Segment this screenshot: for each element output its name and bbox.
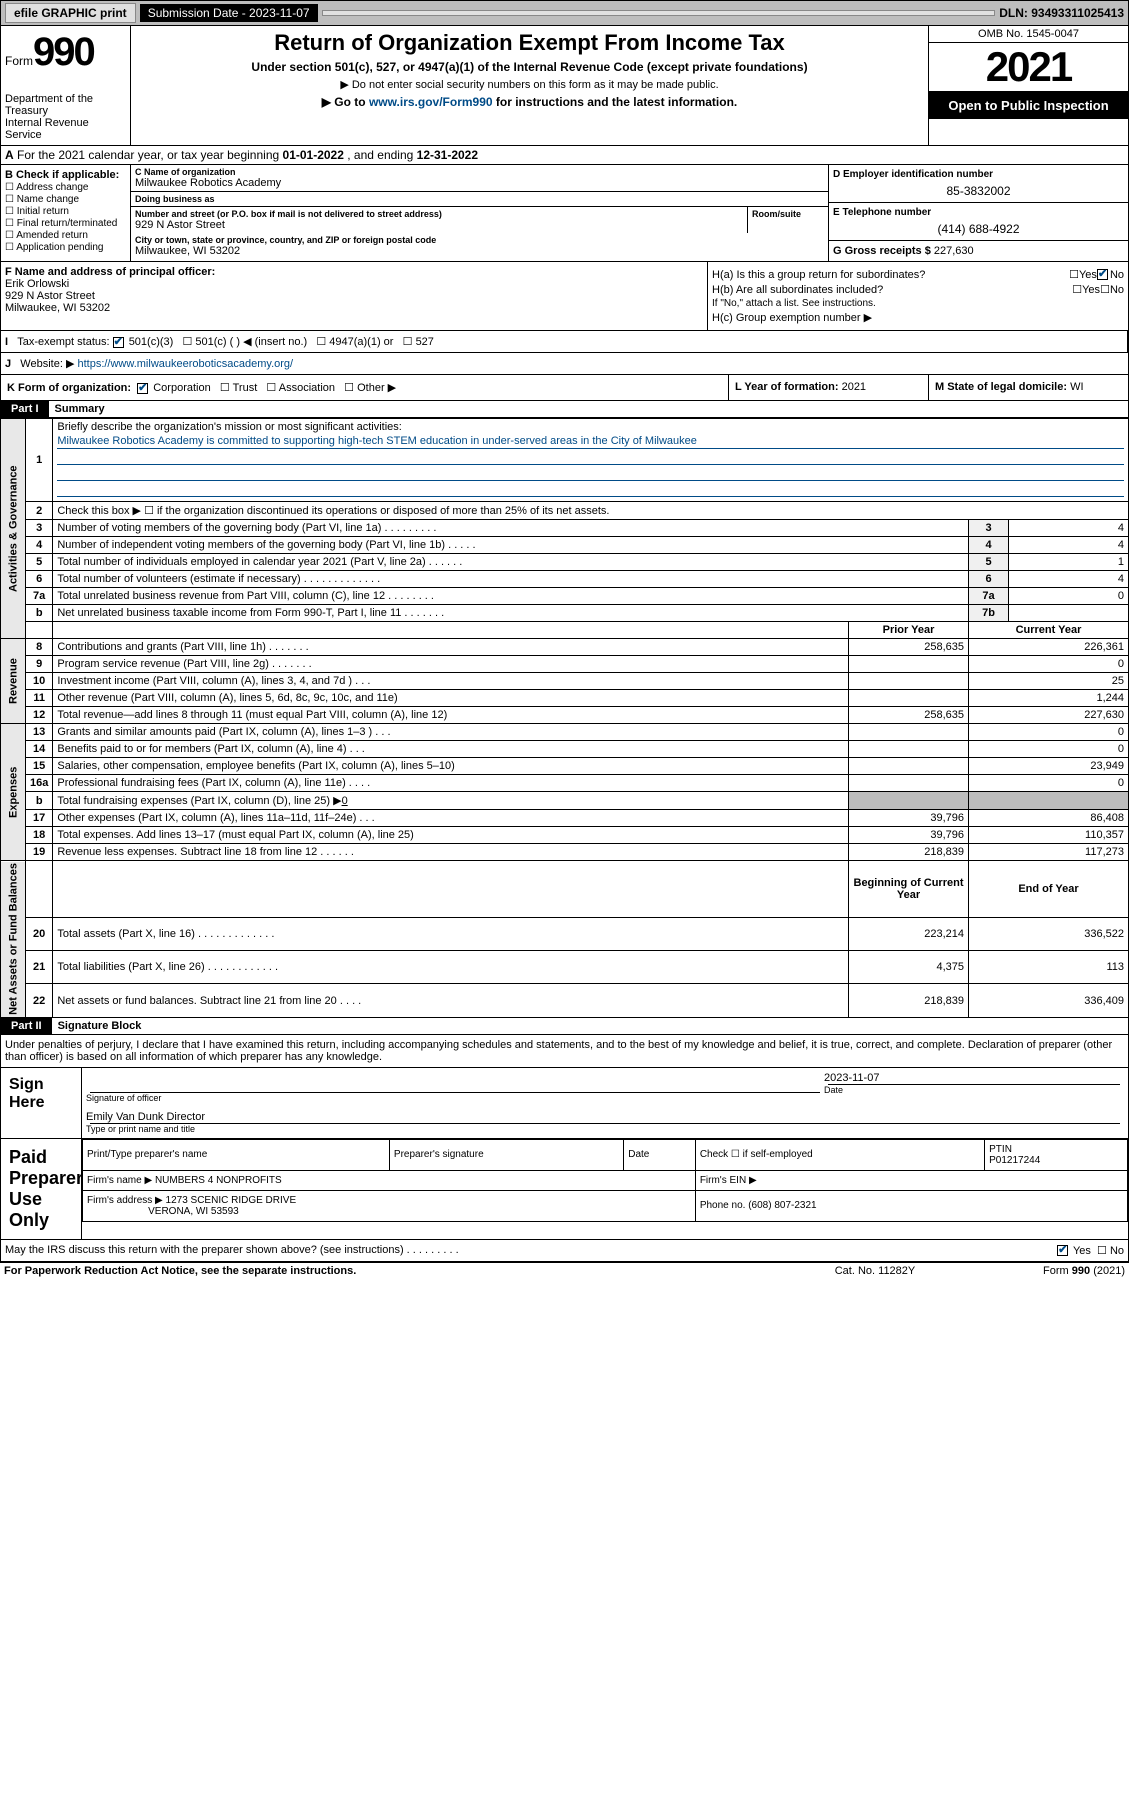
topbar: efile GRAPHIC print Submission Date - 20… bbox=[0, 0, 1129, 26]
chk-ha-no[interactable] bbox=[1097, 269, 1108, 280]
subtitle-2: ▶ Do not enter social security numbers o… bbox=[135, 78, 924, 91]
summary-table: Activities & Governance 1 Briefly descri… bbox=[0, 418, 1129, 1018]
efile-button[interactable]: efile GRAPHIC print bbox=[5, 3, 136, 23]
v3: 4 bbox=[1009, 520, 1129, 537]
tax-year: 2021 bbox=[929, 43, 1128, 92]
row-a: A For the 2021 calendar year, or tax yea… bbox=[0, 146, 1129, 165]
row-klm: K Form of organization: Corporation ☐ Tr… bbox=[0, 375, 1129, 401]
ein: 85-3832002 bbox=[833, 184, 1124, 198]
form-word: Form bbox=[5, 54, 33, 68]
submission-date: Submission Date - 2023-11-07 bbox=[140, 4, 318, 22]
open-public: Open to Public Inspection bbox=[929, 92, 1128, 119]
side-expenses: Expenses bbox=[1, 724, 26, 861]
irs-link[interactable]: www.irs.gov/Form990 bbox=[369, 95, 493, 109]
chk-pending[interactable]: ☐ Application pending bbox=[5, 242, 126, 253]
chk-amended[interactable]: ☐ Amended return bbox=[5, 230, 126, 241]
chk-final[interactable]: ☐ Final return/terminated bbox=[5, 218, 126, 229]
part-1-header: Part ISummary bbox=[0, 401, 1129, 418]
paid-preparer: Paid Preparer Use Only Print/Type prepar… bbox=[0, 1139, 1129, 1240]
officer-name-title: Emily Van Dunk Director bbox=[86, 1111, 1124, 1123]
phone: (414) 688-4922 bbox=[833, 222, 1124, 236]
form-header: Form990 Department of the Treasury Inter… bbox=[0, 26, 1129, 146]
chk-name[interactable]: ☐ Name change bbox=[5, 194, 126, 205]
row-j: J Website: ▶ https://www.milwaukeeroboti… bbox=[0, 353, 1129, 375]
v5: 1 bbox=[1009, 554, 1129, 571]
prep-phone: (608) 807-2321 bbox=[748, 1200, 816, 1211]
address: 929 N Astor Street bbox=[135, 219, 743, 231]
side-revenue: Revenue bbox=[1, 639, 26, 724]
v6: 4 bbox=[1009, 571, 1129, 588]
ptin: P01217244 bbox=[989, 1155, 1040, 1166]
chk-initial[interactable]: ☐ Initial return bbox=[5, 206, 126, 217]
col-de: D Employer identification number 85-3832… bbox=[828, 165, 1128, 261]
chk-corp[interactable] bbox=[137, 383, 148, 394]
v4: 4 bbox=[1009, 537, 1129, 554]
subtitle-1: Under section 501(c), 527, or 4947(a)(1)… bbox=[135, 60, 924, 74]
side-governance: Activities & Governance bbox=[1, 419, 26, 639]
omb-number: OMB No. 1545-0047 bbox=[929, 26, 1128, 43]
col-b: B Check if applicable: ☐ Address change … bbox=[1, 165, 131, 261]
col-c: C Name of organization Milwaukee Robotic… bbox=[131, 165, 828, 261]
org-name: Milwaukee Robotics Academy bbox=[135, 177, 824, 189]
chk-501c3[interactable] bbox=[113, 337, 124, 348]
col-f: F Name and address of principal officer:… bbox=[1, 262, 708, 330]
website-link[interactable]: https://www.milwaukeeroboticsacademy.org… bbox=[77, 358, 293, 370]
department: Department of the Treasury Internal Reve… bbox=[5, 93, 126, 141]
city: Milwaukee, WI 53202 bbox=[135, 245, 824, 257]
v7a: 0 bbox=[1009, 588, 1129, 605]
may-irs: May the IRS discuss this return with the… bbox=[0, 1240, 1129, 1262]
chk-address[interactable]: ☐ Address change bbox=[5, 182, 126, 193]
firm-name: NUMBERS 4 NONPROFITS bbox=[155, 1175, 282, 1186]
sign-date: 2023-11-07 bbox=[824, 1072, 1124, 1084]
sign-here: Sign Here Signature of officer 2023-11-0… bbox=[0, 1068, 1129, 1139]
col-h: H(a) Is this a group return for subordin… bbox=[708, 262, 1128, 330]
side-net: Net Assets or Fund Balances bbox=[1, 861, 26, 1018]
form-title: Return of Organization Exempt From Incom… bbox=[135, 30, 924, 56]
chk-mayirs-yes[interactable] bbox=[1057, 1245, 1068, 1256]
dln: DLN: 93493311025413 bbox=[999, 6, 1124, 20]
officer-name: Erik Orlowski bbox=[5, 278, 69, 290]
part-2-header: Part IISignature Block bbox=[0, 1018, 1129, 1035]
section-bcde: B Check if applicable: ☐ Address change … bbox=[0, 165, 1129, 262]
firm-addr: 1273 SCENIC RIDGE DRIVE bbox=[166, 1195, 297, 1206]
v7b bbox=[1009, 605, 1129, 622]
perjury: Under penalties of perjury, I declare th… bbox=[0, 1035, 1129, 1068]
gross-receipts: 227,630 bbox=[934, 245, 974, 257]
row-i: I Tax-exempt status: 501(c)(3) ☐ 501(c) … bbox=[0, 331, 1129, 353]
form-number: 990 bbox=[33, 30, 94, 74]
footer: For Paperwork Reduction Act Notice, see … bbox=[0, 1262, 1129, 1279]
spacer-button bbox=[322, 10, 996, 16]
subtitle-3: ▶ Go to www.irs.gov/Form990 for instruct… bbox=[135, 95, 924, 109]
mission: Milwaukee Robotics Academy is committed … bbox=[57, 435, 1124, 449]
section-fh: F Name and address of principal officer:… bbox=[0, 262, 1129, 331]
